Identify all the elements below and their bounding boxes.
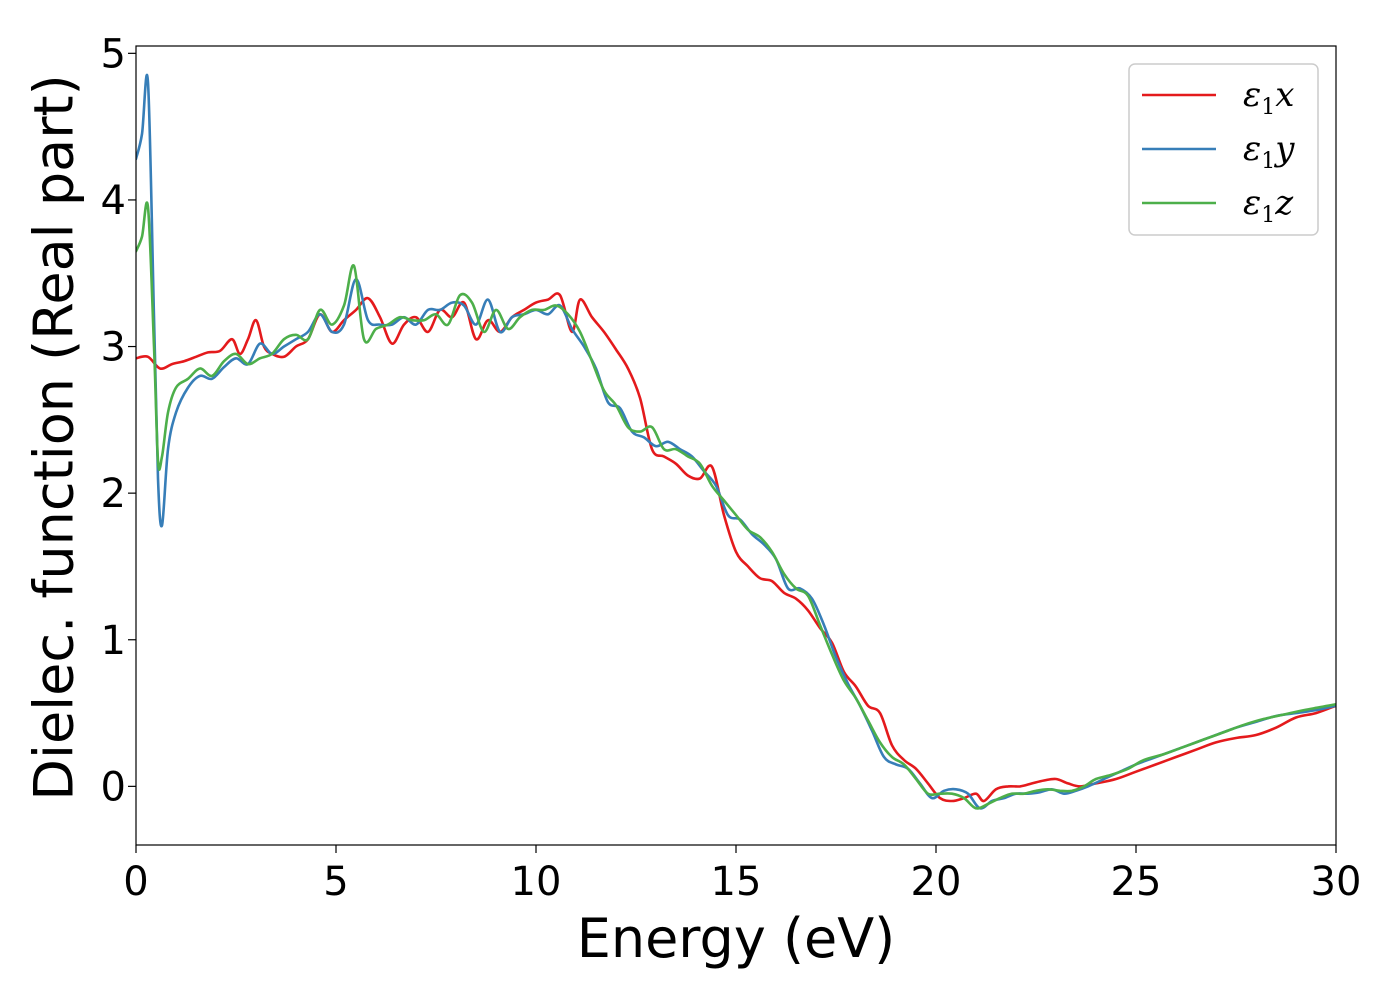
series-line-z [136, 201, 1336, 810]
y-axis-ticks: 0 1 2 3 4 5 [101, 31, 136, 810]
legend-label-y: ε1y [1243, 129, 1295, 174]
legend: ε1x ε1y ε1z [1128, 63, 1319, 236]
x-axis-ticks: 0 5 10 15 20 25 30 [123, 845, 1361, 905]
y-tick-label: 0 [101, 764, 126, 810]
y-axis-label: Dielec. function (Real part) [23, 74, 86, 800]
x-tick-label: 15 [711, 859, 762, 905]
x-tick-label: 0 [123, 859, 148, 905]
y-tick-label: 2 [101, 471, 126, 517]
legend-box [1128, 63, 1319, 236]
x-tick-label: 5 [323, 859, 348, 905]
y-tick-label: 4 [101, 178, 126, 224]
x-tick-label: 20 [911, 859, 962, 905]
x-tick-label: 30 [1311, 859, 1362, 905]
legend-label-z: ε1z [1243, 183, 1294, 228]
series-line-x [136, 292, 1336, 803]
y-tick-label: 1 [101, 618, 126, 664]
x-tick-label: 25 [1111, 859, 1162, 905]
legend-label-x: ε1x [1243, 75, 1294, 120]
series-layer [136, 73, 1336, 810]
y-tick-label: 5 [101, 31, 126, 77]
y-tick-label: 3 [101, 325, 126, 371]
x-tick-label: 10 [511, 859, 562, 905]
x-axis-label: Energy (eV) [577, 907, 896, 970]
